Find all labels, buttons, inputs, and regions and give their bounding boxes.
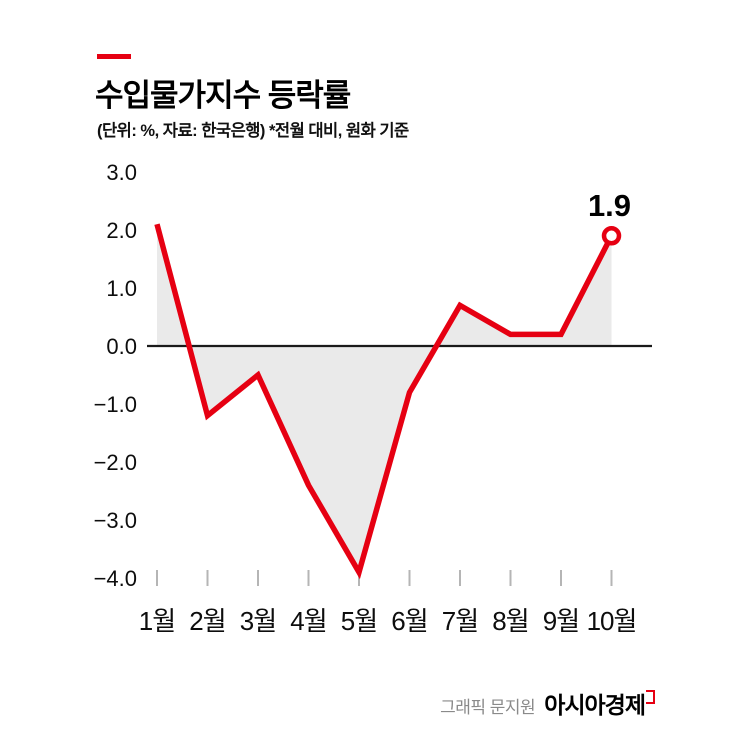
graphic-credit: 그래픽 문지원 <box>440 698 536 717</box>
page-title: 수입물가지수 등락률 <box>95 78 351 113</box>
x-axis-label: 8월 <box>492 606 528 636</box>
x-axis-label: 5월 <box>341 606 377 636</box>
chart-subtitle: (단위: %, 자료: 한국은행) *전월 대비, 원화 기준 <box>97 122 409 140</box>
brand-logo: 아시아경제 <box>544 686 655 720</box>
y-axis-label: −1.0 <box>94 392 137 417</box>
y-axis-label: 3.0 <box>106 160 137 185</box>
x-axis-label: 1월 <box>139 606 175 636</box>
brand-name: 아시아경제 <box>544 692 646 718</box>
x-axis-label: 6월 <box>391 606 427 636</box>
y-axis-label: 2.0 <box>106 218 137 243</box>
last-point-marker <box>601 226 622 246</box>
y-axis-label: 1.0 <box>106 276 137 301</box>
line-series <box>154 223 614 580</box>
y-axis-label: −3.0 <box>94 508 137 533</box>
x-axis-label: 2월 <box>189 606 225 636</box>
footer-credit-line: 그래픽 문지원 아시아경제 <box>440 686 655 720</box>
y-axis-label: −4.0 <box>94 566 137 591</box>
area-fill <box>157 224 612 573</box>
x-axis-label: 4월 <box>290 606 326 636</box>
accent-bar <box>97 54 131 59</box>
x-axis-label: 9월 <box>543 606 579 636</box>
brand-mark-icon <box>646 690 655 704</box>
x-axis-label: 10월 <box>587 606 637 636</box>
x-axis-label: 7월 <box>442 606 478 636</box>
last-value-label: 1.9 <box>588 188 631 223</box>
y-axis-label: 0.0 <box>106 334 137 359</box>
x-axis-label: 3월 <box>240 606 276 636</box>
y-axis-label: −2.0 <box>94 450 137 475</box>
